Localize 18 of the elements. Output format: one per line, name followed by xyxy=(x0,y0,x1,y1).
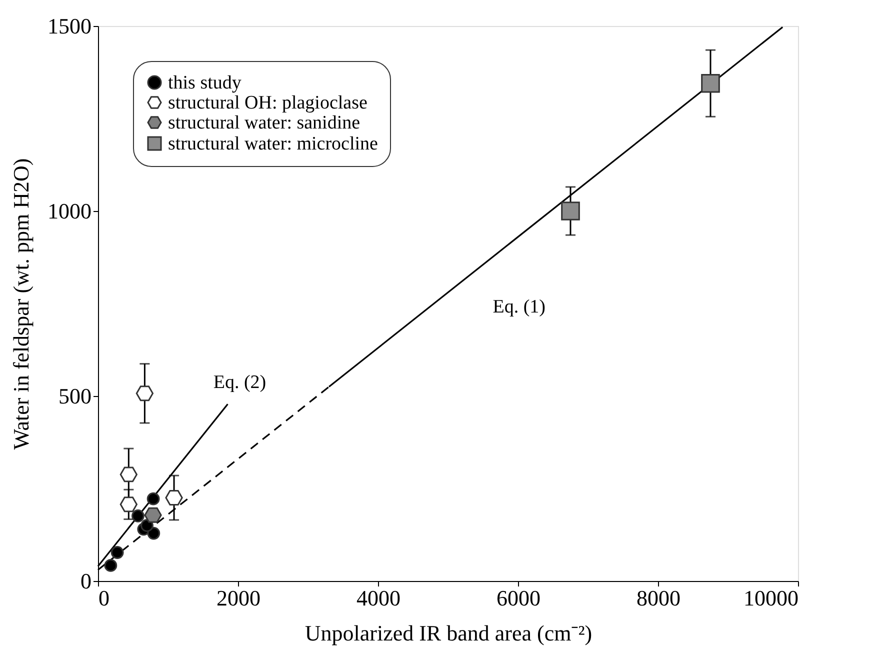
y-tick-label: 0 xyxy=(80,568,92,594)
x-tick-label: 10000 xyxy=(744,586,798,610)
x-tick-label: 8000 xyxy=(636,586,680,610)
x-tick-label: 2000 xyxy=(216,586,260,610)
y-tick-label: 1000 xyxy=(48,198,92,224)
y-tick-label: 500 xyxy=(58,384,92,408)
annotation: Eq. (2) xyxy=(213,372,266,394)
legend-label: structural water: sanidine xyxy=(168,112,360,134)
legend-label: this study xyxy=(168,72,242,94)
y-tick-label: 1500 xyxy=(48,14,92,38)
x-tick-label: 6000 xyxy=(496,586,540,610)
x-tick-label: 4000 xyxy=(356,586,400,610)
x-tick-label: 0 xyxy=(98,586,110,610)
y-axis-title: Water in feldspar (wt. ppm H2O) xyxy=(8,158,34,450)
x-axis-title: Unpolarized IR band area (cm⁻²) xyxy=(304,620,592,646)
legend-label: structural water: microcline xyxy=(168,134,378,154)
annotation: Eq. (1) xyxy=(492,296,546,318)
legend-label: structural OH: plagioclase xyxy=(168,92,368,114)
